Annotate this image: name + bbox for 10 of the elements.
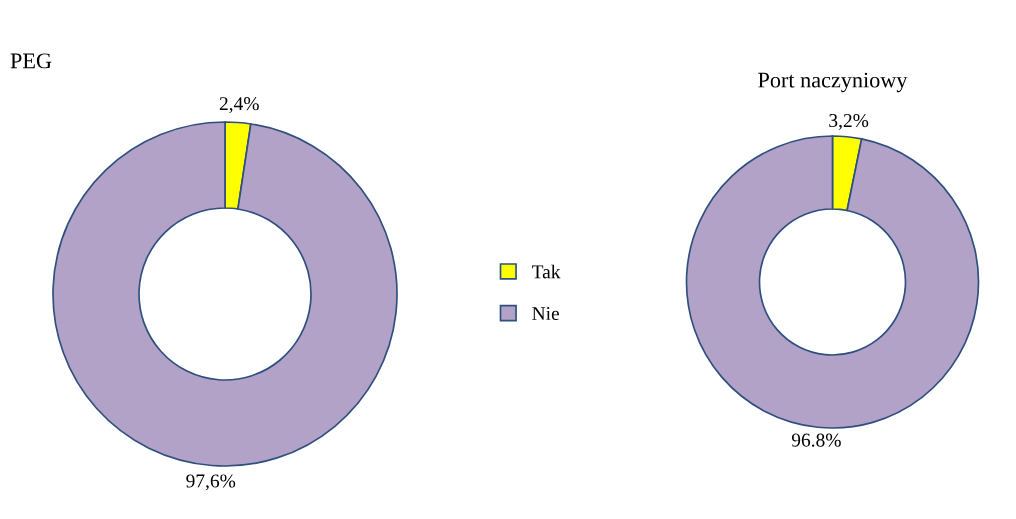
legend-label: Tak xyxy=(531,264,561,279)
data-label: 96.8% xyxy=(791,433,841,447)
data-label: 2,4% xyxy=(219,97,259,113)
donut-slice xyxy=(52,121,398,467)
legend-label: Nie xyxy=(532,306,560,321)
data-label: 97,6% xyxy=(186,474,236,491)
chart-title: Port naczyniowy xyxy=(758,72,908,93)
donut-slice xyxy=(685,135,980,429)
data-label: 3,2% xyxy=(829,113,869,130)
chart-title: PEG xyxy=(10,53,52,69)
